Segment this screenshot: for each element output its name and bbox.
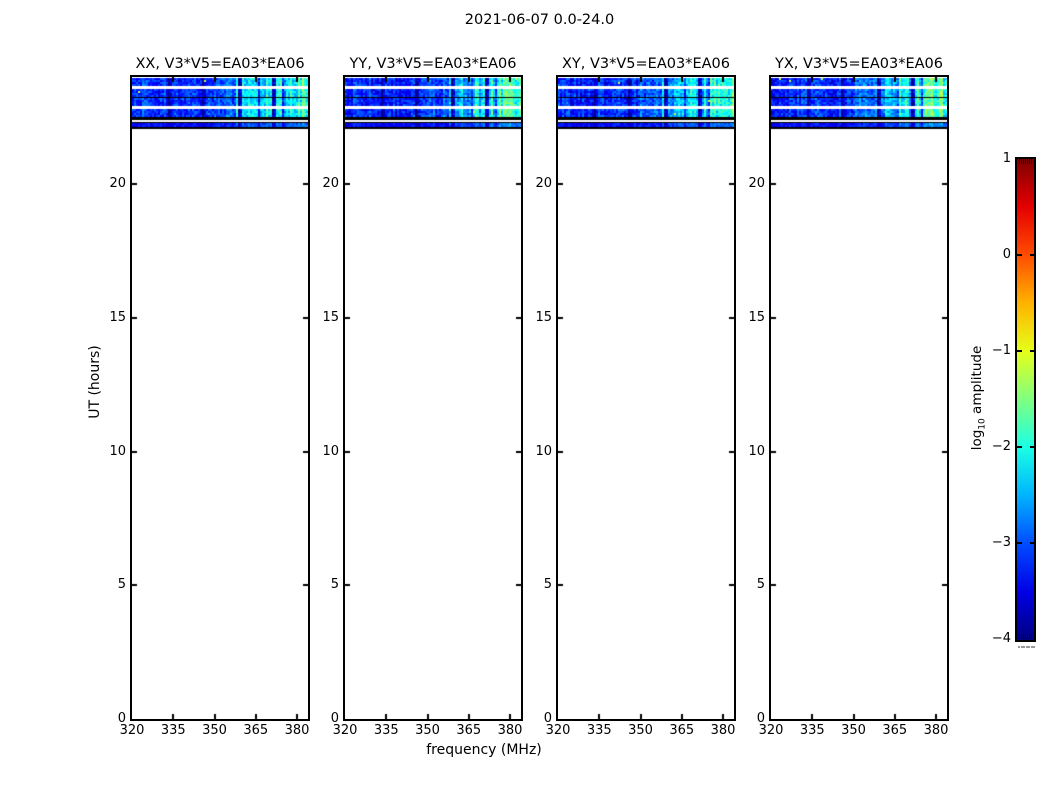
x-tick-label: 350 — [841, 723, 866, 738]
colorbar-minor-tick — [1025, 159, 1026, 164]
colorbar-minor-tick — [1027, 159, 1028, 164]
colorbar-tick-label: −2 — [991, 439, 1011, 454]
spectrogram-canvas-xx — [132, 77, 308, 719]
spectrogram-panel-yx — [769, 75, 949, 721]
x-tick-label: 320 — [119, 723, 145, 738]
colorbar-under-dot — [1023, 646, 1025, 648]
colorbar-under-dot — [1020, 646, 1023, 648]
colorbar-tick-mark — [1030, 542, 1035, 544]
colorbar-tick-mark — [1017, 446, 1022, 448]
panel-title-yy: YY, V3*V5=EA03*EA06 — [349, 56, 517, 72]
colorbar-tick-mark — [1017, 254, 1022, 256]
colorbar-under-dot — [1030, 646, 1033, 648]
x-tick-label: 320 — [545, 723, 571, 738]
x-tick-label: 335 — [373, 723, 399, 738]
x-tick-label: 350 — [202, 723, 227, 738]
colorbar-tick-label: −4 — [991, 631, 1011, 646]
x-tick-label: 380 — [497, 723, 523, 738]
y-tick-label: 15 — [535, 309, 552, 325]
figure-title: 2021-06-07 0.0-24.0 — [464, 12, 615, 28]
y-tick-label: 5 — [543, 577, 552, 593]
x-tick-label: 365 — [882, 723, 908, 738]
y-tick-label: 15 — [748, 309, 765, 325]
colorbar — [1015, 157, 1036, 642]
spectrogram-panel-yy — [343, 75, 523, 721]
x-tick-label: 365 — [669, 723, 695, 738]
y-tick-label: 0 — [330, 711, 339, 726]
y-tick-label: 20 — [109, 176, 126, 191]
x-tick-label: 365 — [243, 723, 269, 738]
colorbar-tick-mark — [1030, 350, 1035, 352]
colorbar-tick-label: −1 — [991, 343, 1011, 358]
x-tick-label: 320 — [758, 723, 784, 738]
colorbar-minor-tick — [1019, 159, 1020, 164]
colorbar-minor-tick — [1023, 634, 1024, 639]
y-tick-label: 0 — [543, 711, 552, 726]
colorbar-tick-mark — [1017, 350, 1022, 352]
y-tick-label: 20 — [322, 176, 339, 191]
colorbar-minor-tick — [1019, 634, 1020, 639]
y-tick-label: 15 — [109, 309, 126, 325]
colorbar-minor-tick — [1031, 634, 1032, 639]
colorbar-minor-tick — [1027, 634, 1028, 639]
panel-title-xy: XY, V3*V5=EA03*EA06 — [561, 56, 730, 72]
panel-title-xx: XX, V3*V5=EA03*EA06 — [135, 56, 305, 72]
spectrogram-canvas-yy — [345, 77, 521, 719]
y-tick-label: 10 — [748, 443, 765, 459]
x-axis-label: frequency (MHz) — [426, 742, 542, 758]
colorbar-minor-tick — [1025, 634, 1026, 639]
x-tick-label: 350 — [415, 723, 440, 738]
y-tick-label: 20 — [535, 176, 552, 191]
colorbar-minor-tick — [1021, 159, 1022, 164]
colorbar-minor-tick — [1031, 159, 1032, 164]
colorbar-tick-label: 0 — [1002, 247, 1011, 262]
spectrogram-panel-xy — [556, 75, 736, 721]
x-tick-label: 380 — [284, 723, 310, 738]
colorbar-under-dot — [1028, 646, 1030, 648]
panel-title-yx: YX, V3*V5=EA03*EA06 — [774, 56, 943, 72]
colorbar-under-dot — [1018, 646, 1020, 648]
y-tick-label: 15 — [322, 309, 339, 325]
colorbar-minor-tick — [1021, 634, 1022, 639]
y-tick-label: 10 — [322, 443, 339, 459]
y-tick-label: 0 — [117, 711, 126, 726]
colorbar-minor-tick — [1029, 634, 1030, 639]
spectrogram-canvas-yx — [771, 77, 947, 719]
colorbar-tick-label: 1 — [1002, 151, 1011, 166]
colorbar-minor-tick — [1023, 159, 1024, 164]
x-tick-label: 335 — [586, 723, 612, 738]
spectrogram-canvas-xy — [558, 77, 734, 719]
colorbar-tick-mark — [1017, 542, 1022, 544]
x-tick-label: 350 — [628, 723, 653, 738]
y-tick-label: 5 — [117, 577, 126, 593]
x-tick-label: 335 — [160, 723, 186, 738]
colorbar-under-dot — [1025, 646, 1028, 648]
x-tick-label: 365 — [456, 723, 482, 738]
colorbar-under-dot — [1033, 646, 1035, 648]
x-tick-label: 380 — [923, 723, 949, 738]
colorbar-tick-label: −3 — [991, 535, 1011, 550]
x-tick-label: 335 — [799, 723, 825, 738]
x-tick-label: 380 — [710, 723, 736, 738]
colorbar-tick-mark — [1030, 254, 1035, 256]
y-axis-label: UT (hours) — [87, 345, 103, 419]
y-tick-label: 10 — [535, 443, 552, 459]
colorbar-tick-mark — [1030, 446, 1035, 448]
spectrogram-panel-xx — [130, 75, 310, 721]
colorbar-gradient — [1017, 159, 1034, 640]
y-tick-label: 5 — [756, 577, 765, 593]
colorbar-minor-tick — [1029, 159, 1030, 164]
y-tick-label: 10 — [109, 443, 126, 459]
y-tick-label: 5 — [330, 577, 339, 593]
y-tick-label: 20 — [748, 176, 765, 191]
y-tick-label: 0 — [756, 711, 765, 726]
x-tick-label: 320 — [332, 723, 358, 738]
